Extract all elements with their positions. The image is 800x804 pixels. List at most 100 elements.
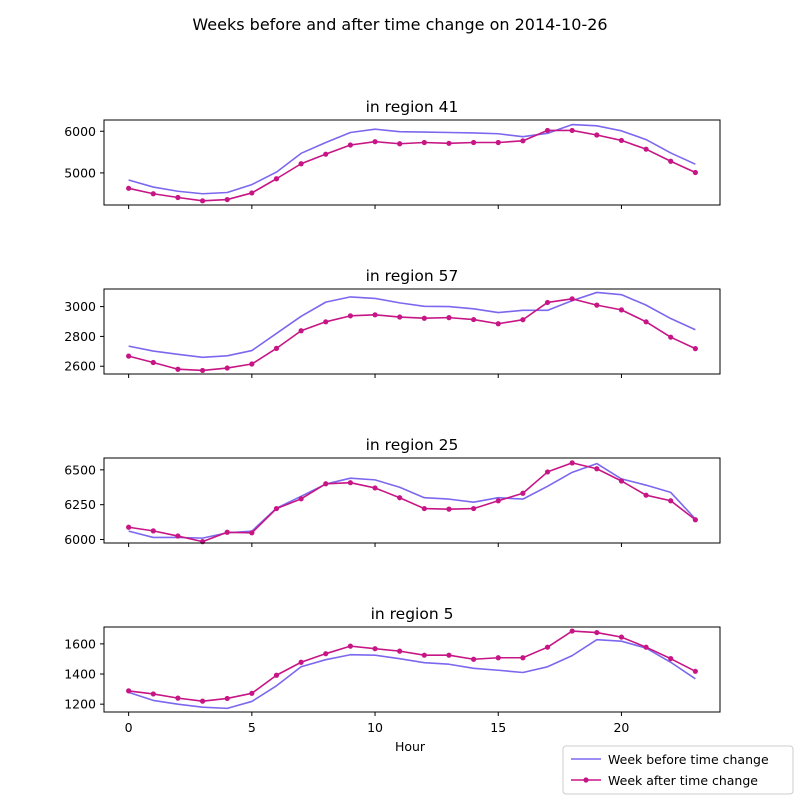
data-point — [150, 191, 156, 197]
axes-frame — [103, 457, 721, 544]
data-point — [298, 496, 304, 502]
data-point — [421, 652, 427, 658]
data-point — [569, 460, 575, 466]
subplot-3: in region 25 6000 6250 6500 — [64, 436, 721, 547]
y-tick-label: 1400 — [64, 667, 96, 682]
data-point — [249, 530, 255, 536]
data-point — [618, 307, 625, 313]
data-point — [520, 655, 526, 661]
subplot-4: in region 5 1200 1400 1600 0 5 10 15 20 — [64, 605, 721, 735]
legend-label-before: Week before time change — [608, 752, 769, 767]
data-point — [446, 140, 452, 146]
y-tick-label: 6000 — [64, 124, 96, 139]
series-line-after — [128, 298, 696, 372]
data-point — [175, 366, 181, 372]
data-point — [495, 321, 501, 327]
data-point — [175, 533, 181, 539]
subplot-title: in region 5 — [371, 605, 454, 623]
data-point — [372, 646, 378, 652]
data-point — [298, 659, 304, 665]
legend-marker-after — [583, 777, 589, 783]
series-line-before — [128, 123, 696, 195]
data-point — [643, 492, 649, 498]
data-point — [495, 655, 501, 661]
data-point — [544, 127, 551, 134]
data-point — [323, 651, 329, 657]
data-point — [446, 506, 452, 512]
data-point — [224, 695, 230, 702]
data-point — [372, 312, 378, 318]
data-point — [544, 299, 551, 306]
data-point — [668, 498, 674, 504]
data-point — [273, 505, 280, 512]
axes-frame — [103, 119, 721, 206]
y-tick-label: 1200 — [64, 697, 96, 712]
data-point — [668, 656, 674, 662]
x-tick-label: 10 — [367, 720, 383, 735]
x-tick-label: 0 — [125, 720, 133, 735]
series-line-after — [128, 462, 696, 543]
data-point — [273, 176, 280, 182]
data-point — [643, 644, 649, 650]
data-point — [224, 196, 230, 203]
data-point — [150, 359, 156, 366]
data-point — [397, 648, 403, 654]
subplot-2: in region 57 2600 2800 3000 — [64, 267, 721, 378]
data-point — [594, 132, 600, 138]
data-point — [692, 517, 698, 523]
data-point — [126, 524, 132, 530]
data-point — [347, 480, 353, 486]
data-point — [495, 498, 501, 504]
data-point — [421, 315, 427, 321]
data-point — [446, 652, 452, 658]
data-point — [397, 141, 403, 147]
data-point — [692, 668, 698, 674]
data-point — [347, 643, 353, 649]
data-point — [273, 345, 280, 351]
data-point — [544, 469, 551, 475]
data-point — [471, 505, 477, 512]
data-point — [471, 316, 477, 323]
x-tick-label: 15 — [490, 720, 506, 735]
data-point — [421, 139, 427, 146]
y-tick-label: 3000 — [64, 299, 96, 314]
legend: Week before time change Week after time … — [562, 745, 794, 795]
series-line-after — [128, 129, 696, 202]
data-point — [224, 529, 230, 535]
data-point — [372, 485, 378, 491]
data-point — [569, 127, 575, 134]
data-point — [471, 656, 477, 662]
data-point — [199, 367, 206, 374]
data-point — [594, 466, 600, 472]
y-tick-label: 2800 — [64, 329, 96, 344]
data-point — [298, 328, 304, 334]
legend-label-after: Week after time change — [608, 773, 758, 788]
y-tick-label: 2600 — [64, 359, 96, 374]
data-point — [569, 296, 575, 302]
y-tick-label: 6250 — [64, 497, 96, 512]
data-point — [397, 314, 403, 320]
data-point — [249, 361, 255, 367]
x-axis-label: Hour — [395, 739, 426, 754]
data-point — [372, 139, 378, 145]
data-point — [544, 644, 551, 650]
data-point — [397, 495, 403, 501]
data-point — [520, 490, 526, 496]
data-point — [199, 698, 206, 704]
y-tick-label: 5000 — [64, 165, 96, 180]
data-point — [199, 198, 206, 204]
series-line-after — [128, 630, 696, 702]
data-point — [569, 628, 575, 634]
data-point — [224, 365, 230, 371]
x-tick-label: 5 — [248, 720, 256, 735]
data-point — [175, 695, 181, 701]
data-point — [249, 690, 255, 696]
data-point — [643, 146, 649, 152]
subplot-title: in region 25 — [366, 436, 459, 454]
data-point — [643, 319, 649, 325]
subplot-title: in region 57 — [366, 267, 459, 285]
axes-frame — [103, 626, 721, 713]
data-point — [150, 528, 156, 534]
